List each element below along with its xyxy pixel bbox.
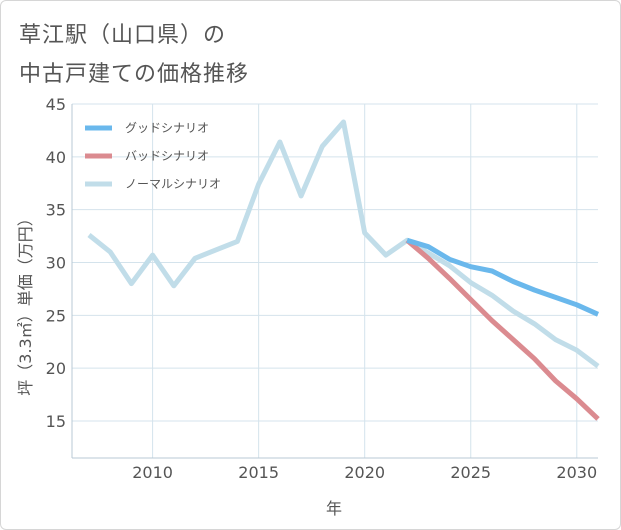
y-axis-label: 坪（3.3㎡）単価（万円） bbox=[16, 210, 35, 395]
chart-title-line-1: 草江駅（山口県）の bbox=[19, 23, 227, 48]
y-tick-label: 35 bbox=[46, 201, 66, 220]
y-tick-label: 40 bbox=[46, 148, 66, 167]
y-tick-label: 20 bbox=[46, 359, 66, 378]
series-line-2 bbox=[87, 119, 600, 369]
axes bbox=[71, 104, 598, 459]
y-tick-label: 15 bbox=[46, 412, 66, 431]
legend-label-1: バッドシナリオ bbox=[125, 149, 209, 163]
x-tick-label: 2025 bbox=[450, 463, 491, 482]
x-tick-label: 2020 bbox=[344, 463, 385, 482]
x-tick-label: 2015 bbox=[238, 463, 279, 482]
x-tick-label: 2030 bbox=[556, 463, 597, 482]
x-tick-label: 2010 bbox=[132, 463, 173, 482]
y-tick-label: 30 bbox=[46, 254, 66, 273]
y-tick-label: 25 bbox=[46, 306, 66, 325]
y-tick-label: 45 bbox=[46, 95, 66, 114]
legend-label-2: ノーマルシナリオ bbox=[125, 177, 221, 191]
x-axis-label: 年 bbox=[326, 499, 342, 518]
series-lines bbox=[87, 119, 600, 421]
series-line-0 bbox=[406, 237, 600, 317]
chart-title-line-2: 中古戸建ての価格推移 bbox=[19, 62, 250, 87]
legend-label-0: グッドシナリオ bbox=[125, 121, 209, 135]
series-line-1 bbox=[405, 238, 600, 421]
